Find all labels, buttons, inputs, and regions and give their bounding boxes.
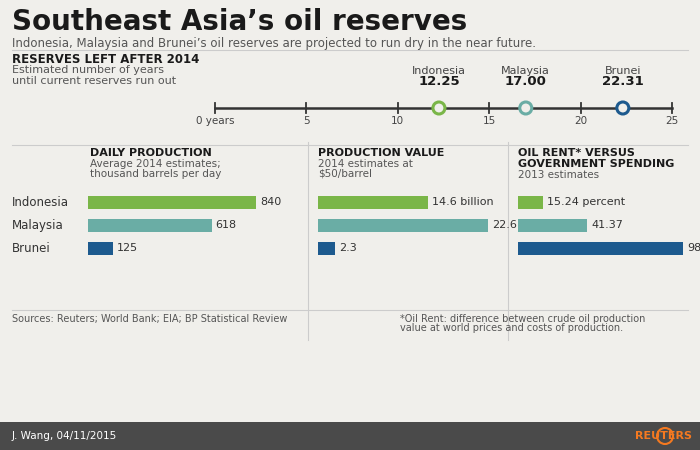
Bar xyxy=(518,219,587,231)
Text: 840: 840 xyxy=(260,197,281,207)
Text: 2.3: 2.3 xyxy=(340,243,357,253)
Text: Brunei: Brunei xyxy=(12,242,50,255)
Text: 22.6: 22.6 xyxy=(492,220,517,230)
Text: 98.99: 98.99 xyxy=(687,243,700,253)
Bar xyxy=(88,219,211,231)
Text: 5: 5 xyxy=(303,116,309,126)
Text: Indonesia: Indonesia xyxy=(412,66,466,76)
Text: 2014 estimates at: 2014 estimates at xyxy=(318,159,413,169)
Text: 41.37: 41.37 xyxy=(591,220,623,230)
Bar xyxy=(318,219,488,231)
Text: 20: 20 xyxy=(574,116,587,126)
Text: Indonesia, Malaysia and Brunei’s oil reserves are projected to run dry in the ne: Indonesia, Malaysia and Brunei’s oil res… xyxy=(12,37,536,50)
Text: 17.00: 17.00 xyxy=(505,75,547,88)
Bar xyxy=(88,195,256,208)
Text: Sources: Reuters; World Bank; EIA; BP Statistical Review: Sources: Reuters; World Bank; EIA; BP St… xyxy=(12,314,288,324)
Bar xyxy=(518,242,683,255)
Text: OIL RENT* VERSUS: OIL RENT* VERSUS xyxy=(518,148,635,158)
Text: 22.31: 22.31 xyxy=(602,75,644,88)
Bar xyxy=(518,195,543,208)
Text: $50/barrel: $50/barrel xyxy=(318,169,372,179)
Bar xyxy=(318,242,335,255)
Circle shape xyxy=(433,102,445,114)
Text: PRODUCTION VALUE: PRODUCTION VALUE xyxy=(318,148,444,158)
Circle shape xyxy=(617,102,629,114)
Text: DAILY PRODUCTION: DAILY PRODUCTION xyxy=(90,148,211,158)
Text: 0 years: 0 years xyxy=(196,116,235,126)
Text: Southeast Asia’s oil reserves: Southeast Asia’s oil reserves xyxy=(12,8,468,36)
Text: Indonesia: Indonesia xyxy=(12,195,69,208)
Text: until current reserves run out: until current reserves run out xyxy=(12,76,176,86)
Text: J. Wang, 04/11/2015: J. Wang, 04/11/2015 xyxy=(12,431,118,441)
Text: 12.25: 12.25 xyxy=(418,75,460,88)
Text: value at world prices and costs of production.: value at world prices and costs of produ… xyxy=(400,323,623,333)
Text: 125: 125 xyxy=(117,243,138,253)
Bar xyxy=(318,195,428,208)
Text: Estimated number of years: Estimated number of years xyxy=(12,65,164,75)
Text: 2013 estimates: 2013 estimates xyxy=(518,170,599,180)
Text: 15.24 percent: 15.24 percent xyxy=(547,197,626,207)
Text: RESERVES LEFT AFTER 2014: RESERVES LEFT AFTER 2014 xyxy=(12,53,199,66)
Text: Average 2014 estimates;: Average 2014 estimates; xyxy=(90,159,220,169)
Text: Malaysia: Malaysia xyxy=(501,66,550,76)
Text: 14.6 billion: 14.6 billion xyxy=(432,197,493,207)
Text: thousand barrels per day: thousand barrels per day xyxy=(90,169,221,179)
Text: REUTERS: REUTERS xyxy=(635,431,692,441)
Circle shape xyxy=(520,102,532,114)
Text: Malaysia: Malaysia xyxy=(12,219,64,231)
Bar xyxy=(88,242,113,255)
Text: 25: 25 xyxy=(666,116,678,126)
Text: GOVERNMENT SPENDING: GOVERNMENT SPENDING xyxy=(518,159,674,169)
Text: 10: 10 xyxy=(391,116,405,126)
Text: Brunei: Brunei xyxy=(605,66,641,76)
Text: 15: 15 xyxy=(482,116,496,126)
Bar xyxy=(0,422,700,450)
Text: 618: 618 xyxy=(216,220,237,230)
Text: *Oil Rent: difference between crude oil production: *Oil Rent: difference between crude oil … xyxy=(400,314,645,324)
